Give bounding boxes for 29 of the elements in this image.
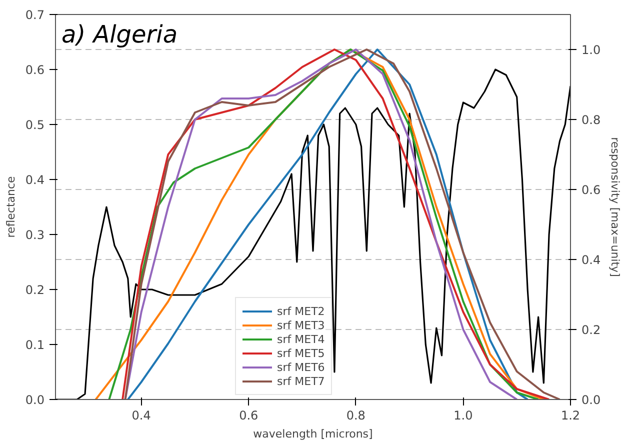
y2-axis-title: responsivity [max=unity]: [608, 137, 622, 277]
y-tick-label: 0.2: [25, 283, 45, 297]
y-tick-label: 0.1: [25, 338, 45, 352]
y2-tick-label: 0.2: [582, 323, 601, 337]
y2-tick-label: 0.0: [582, 393, 601, 407]
x-axis-title: wavelength [microns]: [253, 428, 373, 440]
y2-tick-label: 0.4: [582, 253, 601, 267]
x-tick-label: 1.2: [560, 408, 580, 422]
legend-label: srf MET2: [277, 304, 325, 318]
y-tick-label: 0.6: [25, 63, 45, 77]
annotation: a) Algeria: [62, 20, 178, 48]
y-tick-label: 0.0: [25, 393, 45, 407]
legend-label: srf MET7: [277, 374, 325, 388]
legend-label: srf MET4: [277, 332, 325, 346]
legend-label: srf MET3: [277, 318, 325, 332]
legend-label: srf MET5: [277, 346, 325, 360]
x-tick-label: 0.8: [346, 408, 366, 422]
y2-tick-label: 0.8: [582, 113, 601, 127]
legend-label: srf MET6: [277, 360, 325, 374]
y-tick-label: 0.5: [25, 118, 45, 132]
x-tick-label: 1.0: [454, 408, 473, 422]
y2-tick-label: 0.6: [582, 183, 601, 197]
y-tick-label: 0.4: [25, 173, 45, 187]
y-tick-label: 0.7: [25, 8, 45, 22]
x-tick-label: 0.4: [132, 408, 151, 422]
y-axis-title: reflectance: [4, 176, 18, 238]
y-tick-label: 0.3: [25, 228, 45, 242]
y2-tick-label: 1.0: [582, 43, 601, 57]
x-tick-label: 0.6: [239, 408, 258, 422]
